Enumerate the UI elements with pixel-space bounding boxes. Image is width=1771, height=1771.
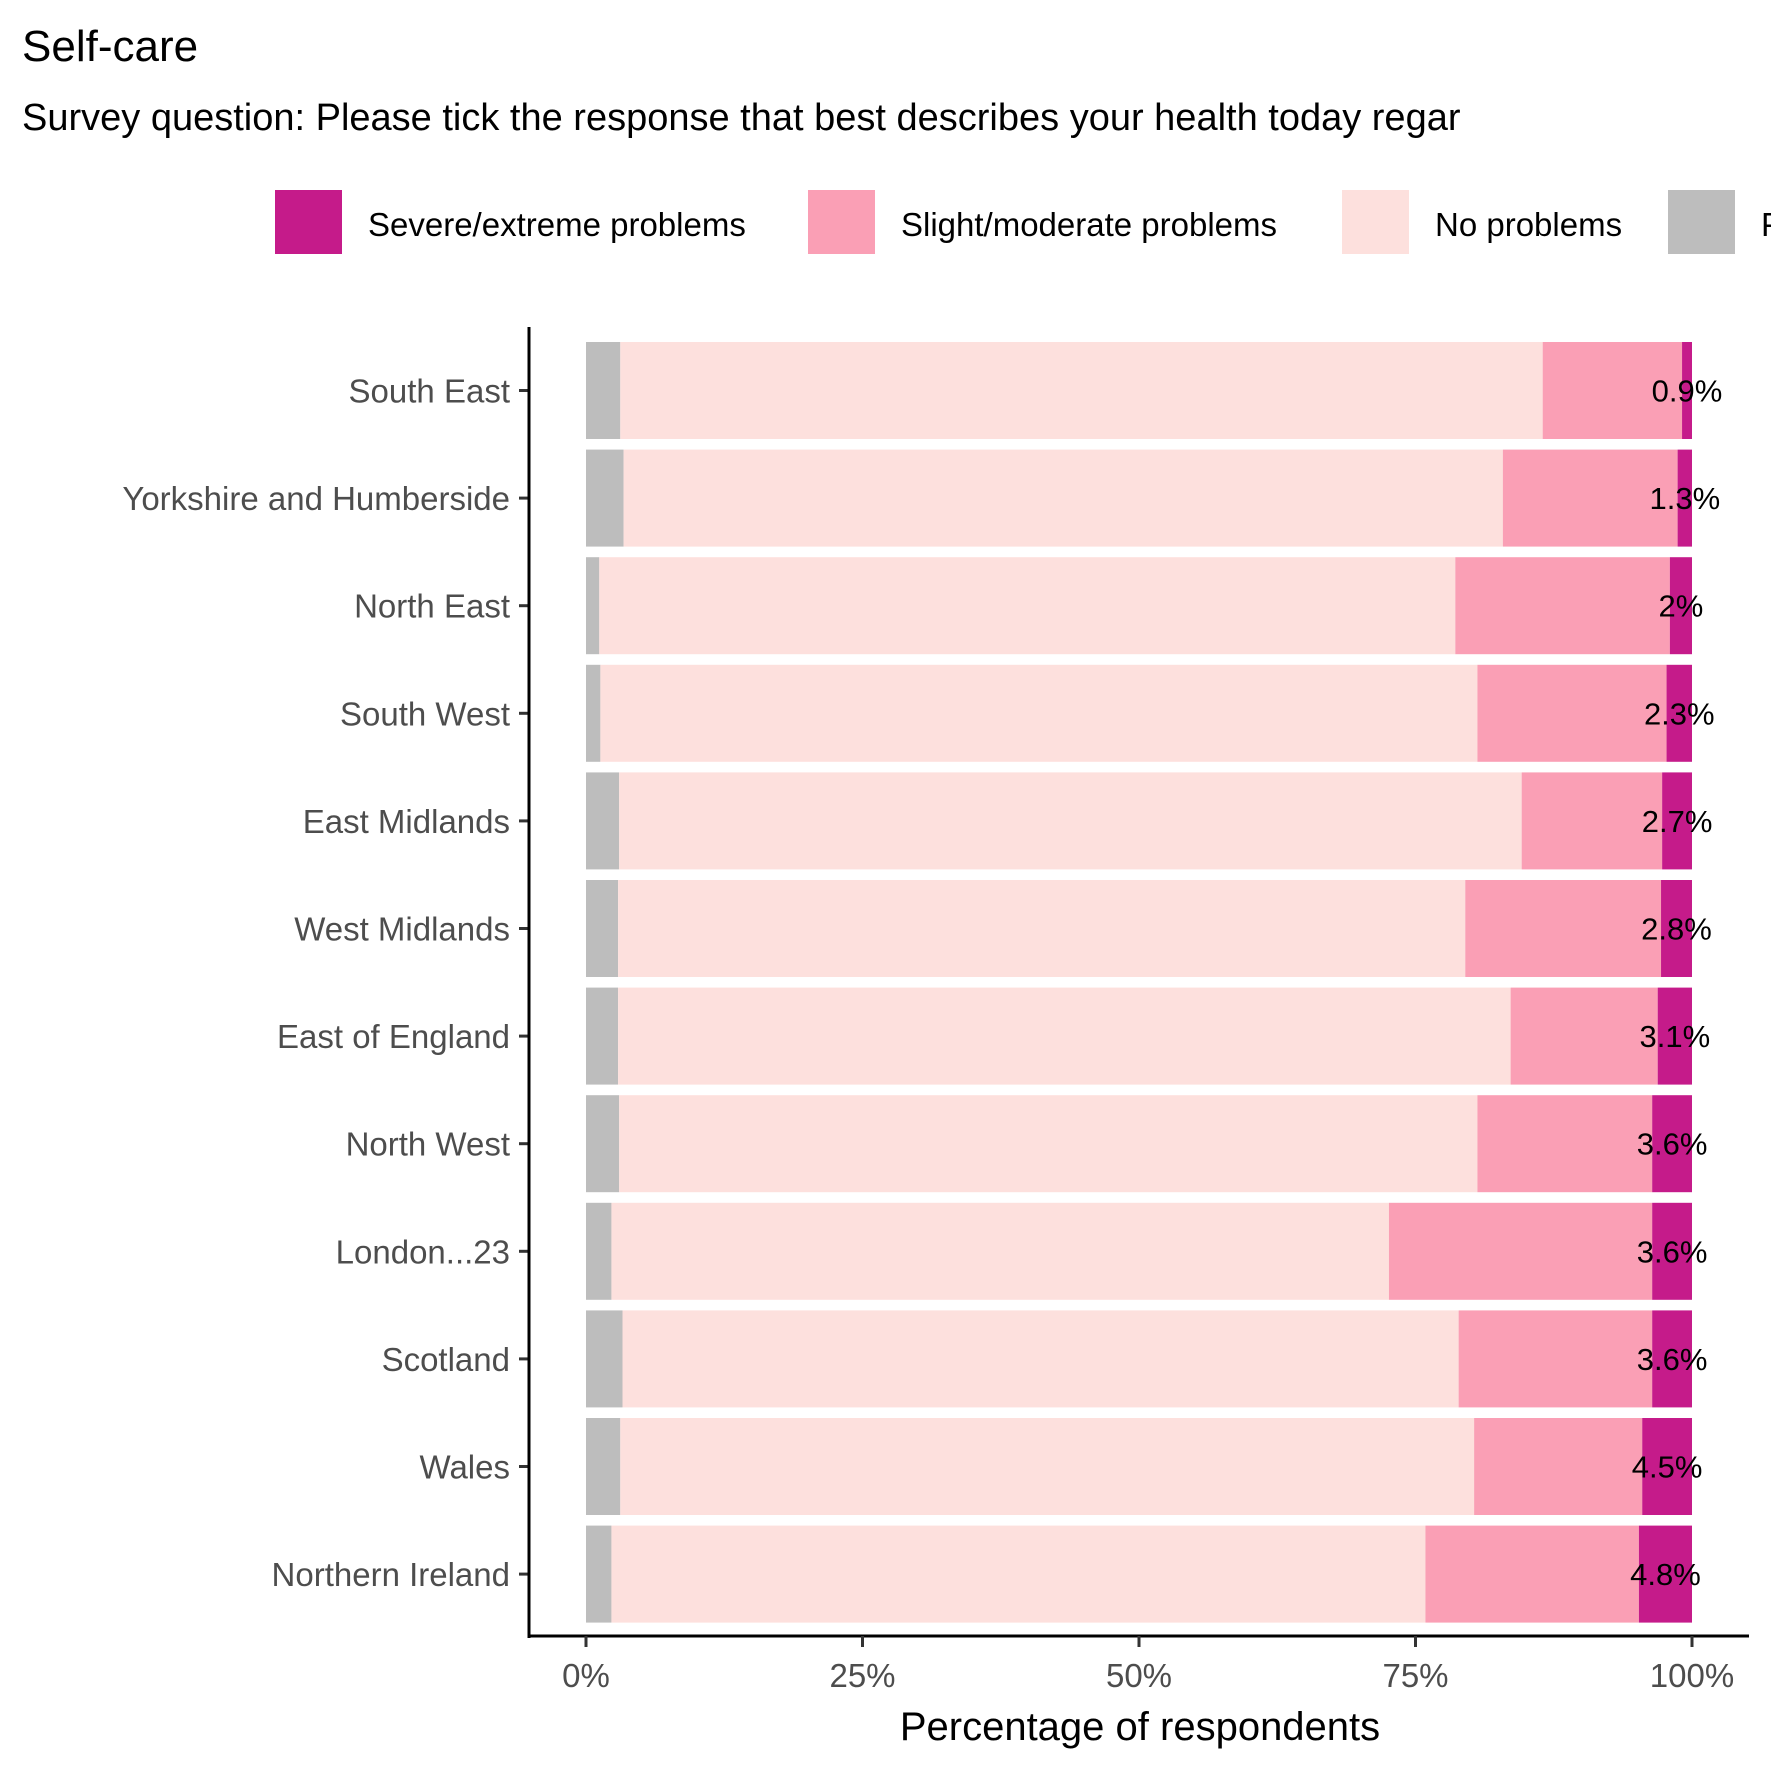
data-label: 4.8%: [1630, 1557, 1701, 1592]
bar-segment-slight: [1542, 342, 1683, 439]
category-label: Wales: [420, 1449, 510, 1486]
x-tick-label: 0%: [562, 1657, 610, 1694]
bar-segment-slight: [1425, 1525, 1639, 1623]
category-label: East Midlands: [303, 803, 510, 840]
bar-segment-slight: [1388, 1202, 1653, 1300]
x-tick-label: 50%: [1106, 1657, 1172, 1694]
bar-segment-slight: [1455, 557, 1670, 655]
bar-segment-none: [619, 772, 1522, 870]
category-label: London...23: [336, 1233, 510, 1270]
bar-segment-severe: [1652, 1095, 1692, 1193]
bar-segment-severe: [1677, 449, 1692, 547]
category-label: Northern Ireland: [272, 1556, 510, 1593]
bar-segment-none: [619, 1095, 1478, 1193]
data-label: 0.9%: [1652, 374, 1723, 409]
bar-segment-grey: [586, 1310, 623, 1408]
legend-swatch: [275, 190, 342, 254]
category-label: North East: [354, 588, 510, 625]
bar-segment-grey: [586, 342, 621, 439]
chart-subtitle: Survey question: Please tick the respons…: [22, 97, 1461, 139]
bar-segment-none: [618, 880, 1466, 977]
bar-segment-none: [618, 987, 1511, 1085]
data-label: 4.5%: [1632, 1450, 1703, 1485]
bar-segment-slight: [1474, 1418, 1643, 1515]
data-label: 1.3%: [1649, 481, 1720, 516]
category-label: Yorkshire and Humberside: [122, 480, 510, 517]
bar-segment-severe: [1642, 1418, 1692, 1515]
bar-segment-grey: [586, 1525, 612, 1623]
data-label: 3.6%: [1637, 1234, 1708, 1269]
legend-label: P: [1761, 206, 1771, 243]
data-label: 2%: [1659, 589, 1704, 624]
category-label: Scotland: [382, 1341, 510, 1378]
legend-label: Severe/extreme problems: [368, 206, 746, 243]
legend-label: No problems: [1435, 206, 1622, 243]
x-tick-label: 25%: [829, 1657, 895, 1694]
bar-segment-none: [599, 557, 1456, 655]
bar-segment-slight: [1465, 880, 1662, 977]
legend-swatch: [1668, 190, 1735, 254]
bar-segment-severe: [1657, 987, 1692, 1085]
bar-segment-severe: [1652, 1202, 1692, 1300]
bar-segment-grey: [586, 449, 624, 547]
category-label: North West: [346, 1126, 510, 1163]
data-label: 2.3%: [1644, 696, 1715, 731]
bar-segment-none: [623, 449, 1503, 547]
bar-segment-slight: [1521, 772, 1663, 870]
data-label: 3.1%: [1640, 1019, 1711, 1054]
x-axis-title: Percentage of respondents: [900, 1705, 1380, 1749]
bar-segment-grey: [586, 557, 600, 655]
category-label: West Midlands: [294, 911, 510, 948]
bar-segment-slight: [1510, 987, 1658, 1085]
bar-segment-slight: [1477, 664, 1667, 762]
legend-swatch: [808, 190, 875, 254]
bar-segment-grey: [586, 772, 620, 870]
bar-segment-severe: [1666, 664, 1692, 762]
x-axis: 0% 25% 50% 75% 100%: [529, 1634, 1749, 1694]
bar-segment-none: [611, 1525, 1426, 1623]
bar-segment-none: [620, 1418, 1475, 1515]
data-label: 3.6%: [1637, 1342, 1708, 1377]
bar-segment-grey: [586, 987, 619, 1085]
category-label: East of England: [277, 1018, 510, 1055]
bar-segment-slight: [1458, 1310, 1653, 1408]
data-label: 2.7%: [1642, 804, 1713, 839]
bar-segment-grey: [586, 1202, 612, 1300]
bar-segment-severe: [1652, 1310, 1692, 1408]
x-tick-label: 75%: [1382, 1657, 1448, 1694]
bar-segment-none: [620, 342, 1543, 439]
bar-segment-severe: [1682, 342, 1692, 439]
bar-segment-slight: [1502, 449, 1678, 547]
bar-segment-grey: [586, 1418, 621, 1515]
legend-swatch: [1342, 190, 1409, 254]
bar-segment-severe: [1669, 557, 1692, 655]
bar-segment-severe: [1661, 880, 1692, 977]
data-label: 3.6%: [1637, 1127, 1708, 1162]
bar-segment-slight: [1477, 1095, 1653, 1193]
x-tick-label: 100%: [1650, 1657, 1734, 1694]
chart-title: Self-care: [22, 22, 198, 71]
bars-group: 0.9% 1.3% 2% 2.3% 2.7% 2.8% 3.1% 3.6% 3.6% 3.6% 4.…: [586, 342, 1722, 1623]
legend: Severe/extreme problems Slight/moderate p…: [275, 190, 1771, 254]
bar-segment-severe: [1638, 1525, 1692, 1623]
bar-segment-none: [622, 1310, 1459, 1408]
data-label: 2.8%: [1641, 912, 1712, 947]
bar-segment-none: [611, 1202, 1389, 1300]
bar-segment-grey: [586, 1095, 620, 1193]
category-label: South East: [349, 373, 510, 410]
bar-segment-grey: [586, 664, 601, 762]
category-label: South West: [340, 695, 510, 732]
legend-label: Slight/moderate problems: [901, 206, 1277, 243]
category-labels: South East Yorkshire and Humberside North …: [122, 373, 529, 1593]
bar-segment-grey: [586, 880, 619, 977]
bar-segment-none: [600, 664, 1478, 762]
bar-segment-severe: [1662, 772, 1692, 870]
